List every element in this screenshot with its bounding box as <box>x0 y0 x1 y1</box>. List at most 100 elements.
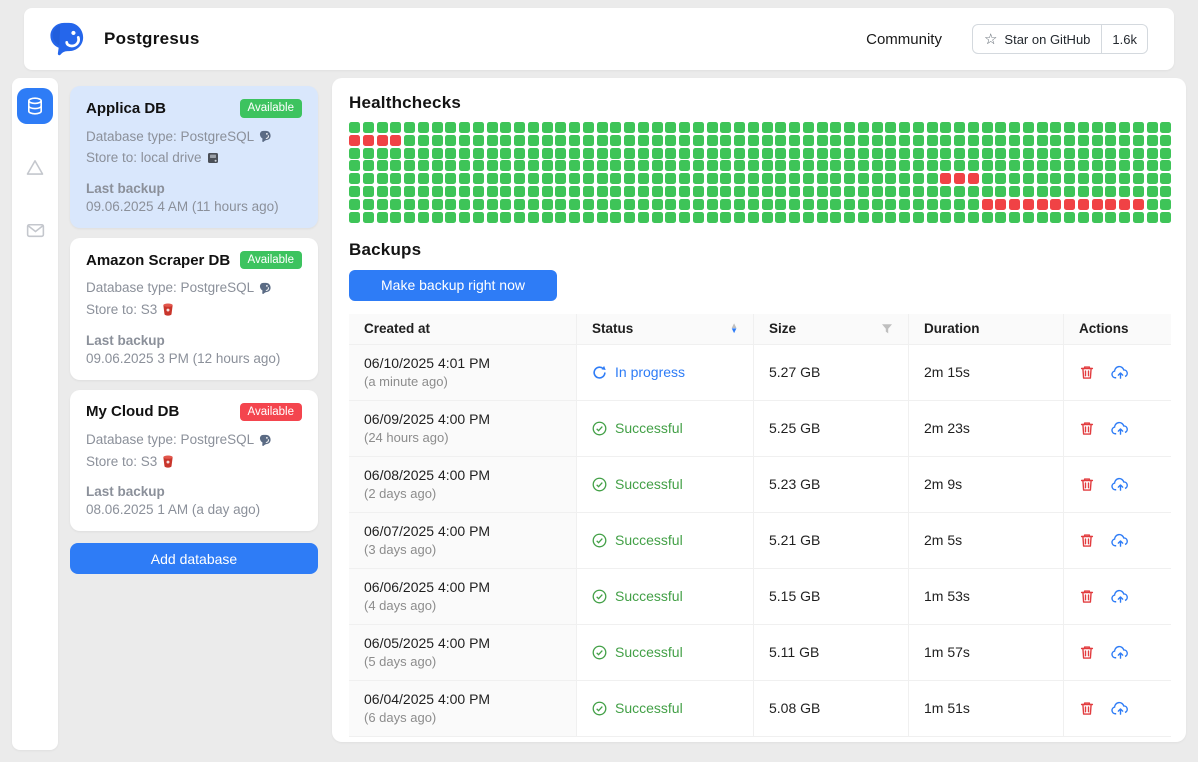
size-cell: 5.21 GB <box>754 512 909 568</box>
healthcheck-cell <box>857 211 869 223</box>
delete-backup-button[interactable] <box>1079 532 1095 549</box>
status-cell: In progress <box>577 344 754 400</box>
store-to-label: Store to: S3 <box>86 302 158 318</box>
github-star-button[interactable]: ☆ Star on GitHub 1.6k <box>971 24 1148 54</box>
healthcheck-cell <box>472 198 484 210</box>
healthcheck-cell <box>569 198 580 210</box>
healthcheck-cell <box>569 211 580 223</box>
healthcheck-cell <box>362 173 374 185</box>
delete-backup-button[interactable] <box>1079 420 1095 437</box>
healthcheck-cell <box>637 160 649 172</box>
healthcheck-cell <box>926 211 938 223</box>
healthcheck-cell <box>734 122 745 133</box>
healthcheck-cell <box>651 134 663 146</box>
check-circle-icon <box>592 421 607 436</box>
download-backup-button[interactable] <box>1111 645 1130 660</box>
database-card[interactable]: My Cloud DB Available Database type: Pos… <box>70 389 318 532</box>
database-card[interactable]: Applica DB Available Database type: Post… <box>70 86 318 228</box>
database-card[interactable]: Amazon Scraper DB Available Database typ… <box>70 237 318 380</box>
healthcheck-cell <box>1022 211 1034 223</box>
download-backup-button[interactable] <box>1111 365 1130 380</box>
healthcheck-cell <box>747 160 759 172</box>
healthcheck-cell <box>1160 134 1172 146</box>
healthcheck-cell <box>1036 134 1048 146</box>
make-backup-button[interactable]: Make backup right now <box>349 269 557 301</box>
healthcheck-cell <box>802 198 814 210</box>
healthcheck-cell <box>830 147 842 159</box>
healthcheck-cell <box>871 173 883 185</box>
healthcheck-cell <box>637 211 649 223</box>
healthcheck-cell <box>500 134 512 146</box>
healthcheck-cell <box>679 134 690 146</box>
column-header-size: Size <box>754 313 909 345</box>
healthcheck-cell <box>514 198 525 210</box>
delete-backup-button[interactable] <box>1079 476 1095 493</box>
s3-bucket-icon <box>162 455 174 468</box>
download-backup-button[interactable] <box>1111 701 1130 716</box>
healthcheck-cell <box>871 211 883 223</box>
healthcheck-cell <box>940 198 952 210</box>
healthcheck-cell <box>720 122 732 133</box>
download-backup-button[interactable] <box>1111 533 1130 548</box>
download-backup-button[interactable] <box>1111 477 1130 492</box>
delete-backup-button[interactable] <box>1079 364 1095 381</box>
status-badge: Available <box>239 250 302 270</box>
healthcheck-cell <box>967 134 979 146</box>
healthcheck-cell <box>1105 211 1117 223</box>
healthcheck-cell <box>679 185 690 197</box>
download-backup-button[interactable] <box>1111 589 1130 604</box>
healthcheck-cell <box>1022 185 1034 197</box>
healthcheck-cell <box>472 122 484 133</box>
healthcheck-cell <box>899 160 910 172</box>
sidebar-item-notifications[interactable] <box>17 212 53 248</box>
healthcheck-cell <box>1064 122 1075 133</box>
sidebar-item-storage[interactable] <box>17 150 53 186</box>
healthcheck-cell <box>789 122 800 133</box>
main-content: Healthchecks Backups Make backup right n… <box>332 78 1186 742</box>
healthcheck-cell <box>692 185 704 197</box>
sort-icon[interactable]: ▲ ▼ <box>730 320 738 335</box>
healthcheck-cell <box>747 134 759 146</box>
healthcheck-cell <box>417 173 429 185</box>
healthcheck-cell <box>692 147 704 159</box>
healthcheck-cell <box>885 160 897 172</box>
healthcheck-cell <box>514 134 525 146</box>
delete-backup-button[interactable] <box>1079 588 1095 605</box>
healthcheck-cell <box>1036 147 1048 159</box>
healthcheck-cell <box>1091 122 1103 133</box>
healthcheck-cell <box>349 122 360 133</box>
add-database-button[interactable]: Add database <box>70 543 318 575</box>
community-link[interactable]: Community <box>866 30 942 48</box>
healthcheck-cell <box>376 134 388 146</box>
healthcheck-cell <box>830 211 842 223</box>
healthcheck-cell <box>1160 211 1172 223</box>
healthcheck-cell <box>459 147 470 159</box>
backup-table-row: 06/09/2025 4:00 PM (24 hours ago) Succes… <box>349 400 1171 457</box>
healthcheck-cell <box>1119 211 1130 223</box>
app-logo[interactable]: Postgresus <box>48 20 200 58</box>
size-cell: 5.27 GB <box>754 344 909 400</box>
sidebar-item-databases[interactable] <box>17 88 53 124</box>
download-backup-button[interactable] <box>1111 421 1130 436</box>
healthcheck-cell <box>926 198 938 210</box>
delete-backup-button[interactable] <box>1079 700 1095 717</box>
healthcheck-cell <box>899 134 910 146</box>
healthcheck-cell <box>500 122 512 133</box>
healthcheck-cell <box>665 173 677 185</box>
healthcheck-cell <box>1091 198 1103 210</box>
healthcheck-cell <box>1132 147 1144 159</box>
healthcheck-cell <box>1091 173 1103 185</box>
status-badge: Available <box>239 402 302 422</box>
healthcheck-cell <box>871 134 883 146</box>
size-cell: 5.15 GB <box>754 568 909 624</box>
healthcheck-cell <box>981 211 993 223</box>
delete-backup-button[interactable] <box>1079 644 1095 661</box>
healthcheck-cell <box>954 122 965 133</box>
healthcheck-cell <box>555 173 567 185</box>
healthcheck-cell <box>610 198 622 210</box>
healthcheck-cell <box>1064 147 1075 159</box>
healthcheck-cell <box>610 173 622 185</box>
column-header-status[interactable]: Status ▲ ▼ <box>577 313 754 345</box>
filter-icon[interactable] <box>881 323 893 335</box>
healthcheck-cell <box>734 134 745 146</box>
